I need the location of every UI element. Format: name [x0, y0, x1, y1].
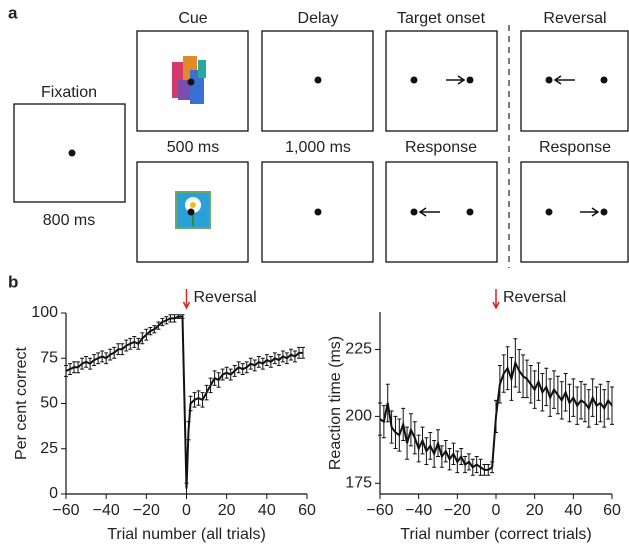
x-tick-label: −20 [444, 502, 471, 519]
arrow [580, 207, 600, 217]
dot [466, 76, 474, 84]
y-tick-label: 175 [345, 475, 372, 492]
dot [314, 208, 322, 216]
x-tick-label: 40 [258, 502, 276, 519]
x-tick-label: −40 [405, 502, 432, 519]
screen [520, 30, 629, 132]
y-tick-label: 75 [40, 349, 58, 366]
screen [385, 30, 498, 132]
arrow [446, 75, 466, 85]
annotation: Reversal [503, 289, 566, 306]
label: Cue [178, 10, 207, 27]
x-tick-label: −60 [366, 502, 393, 519]
cue-image [172, 56, 206, 104]
screen [385, 161, 498, 263]
label: Response [405, 139, 477, 156]
error-bar [610, 386, 614, 425]
fixation-dot [68, 149, 76, 157]
dot [314, 76, 322, 84]
dot [466, 208, 474, 216]
y-tick-label: 50 [40, 395, 58, 412]
dot [410, 76, 418, 84]
arrow [553, 75, 575, 85]
y-axis-label: Per cent correct [13, 346, 30, 459]
label: Delay [298, 10, 339, 27]
label: 800 ms [43, 212, 95, 229]
cue-image [175, 191, 211, 229]
x-tick-label: 0 [492, 502, 501, 519]
label: Target onset [397, 10, 486, 27]
y-tick-label: 100 [31, 304, 58, 321]
x-tick-label: 40 [564, 502, 582, 519]
reversal-arrow [492, 289, 500, 310]
screen [520, 161, 629, 263]
panel-letter: b [8, 272, 18, 291]
x-tick-label: 60 [298, 502, 316, 519]
dot [600, 76, 608, 84]
dot [600, 208, 608, 216]
data-line [379, 359, 613, 471]
label: 500 ms [167, 139, 219, 156]
x-tick-label: −40 [93, 502, 120, 519]
dot [545, 208, 553, 216]
data-line [65, 315, 303, 489]
x-tick-label: −60 [52, 502, 79, 519]
arrow [418, 207, 440, 217]
label: Reversal [543, 10, 606, 27]
x-tick-label: 60 [603, 502, 621, 519]
x-tick-label: −20 [133, 502, 160, 519]
y-axis-label: Reaction time (ms) [327, 336, 344, 470]
x-axis-label: Trial number (correct trials) [400, 526, 591, 543]
x-axis-label: Trial number (all trials) [107, 526, 266, 543]
dot [410, 208, 418, 216]
y-tick-label: 200 [345, 408, 372, 425]
y-tick-label: 25 [40, 440, 58, 457]
label: Response [539, 139, 611, 156]
reversal-arrow [182, 289, 191, 310]
screen [261, 161, 374, 263]
label: Fixation [41, 84, 97, 101]
label: 1,000 ms [285, 139, 351, 156]
annotation: Reversal [194, 289, 257, 306]
panel-letter: a [8, 3, 18, 22]
y-tick-label: 225 [345, 341, 372, 358]
x-tick-label: 20 [526, 502, 544, 519]
y-tick-label: 0 [49, 485, 58, 502]
x-tick-label: 20 [218, 502, 236, 519]
x-tick-label: 0 [182, 502, 191, 519]
dot [545, 76, 553, 84]
